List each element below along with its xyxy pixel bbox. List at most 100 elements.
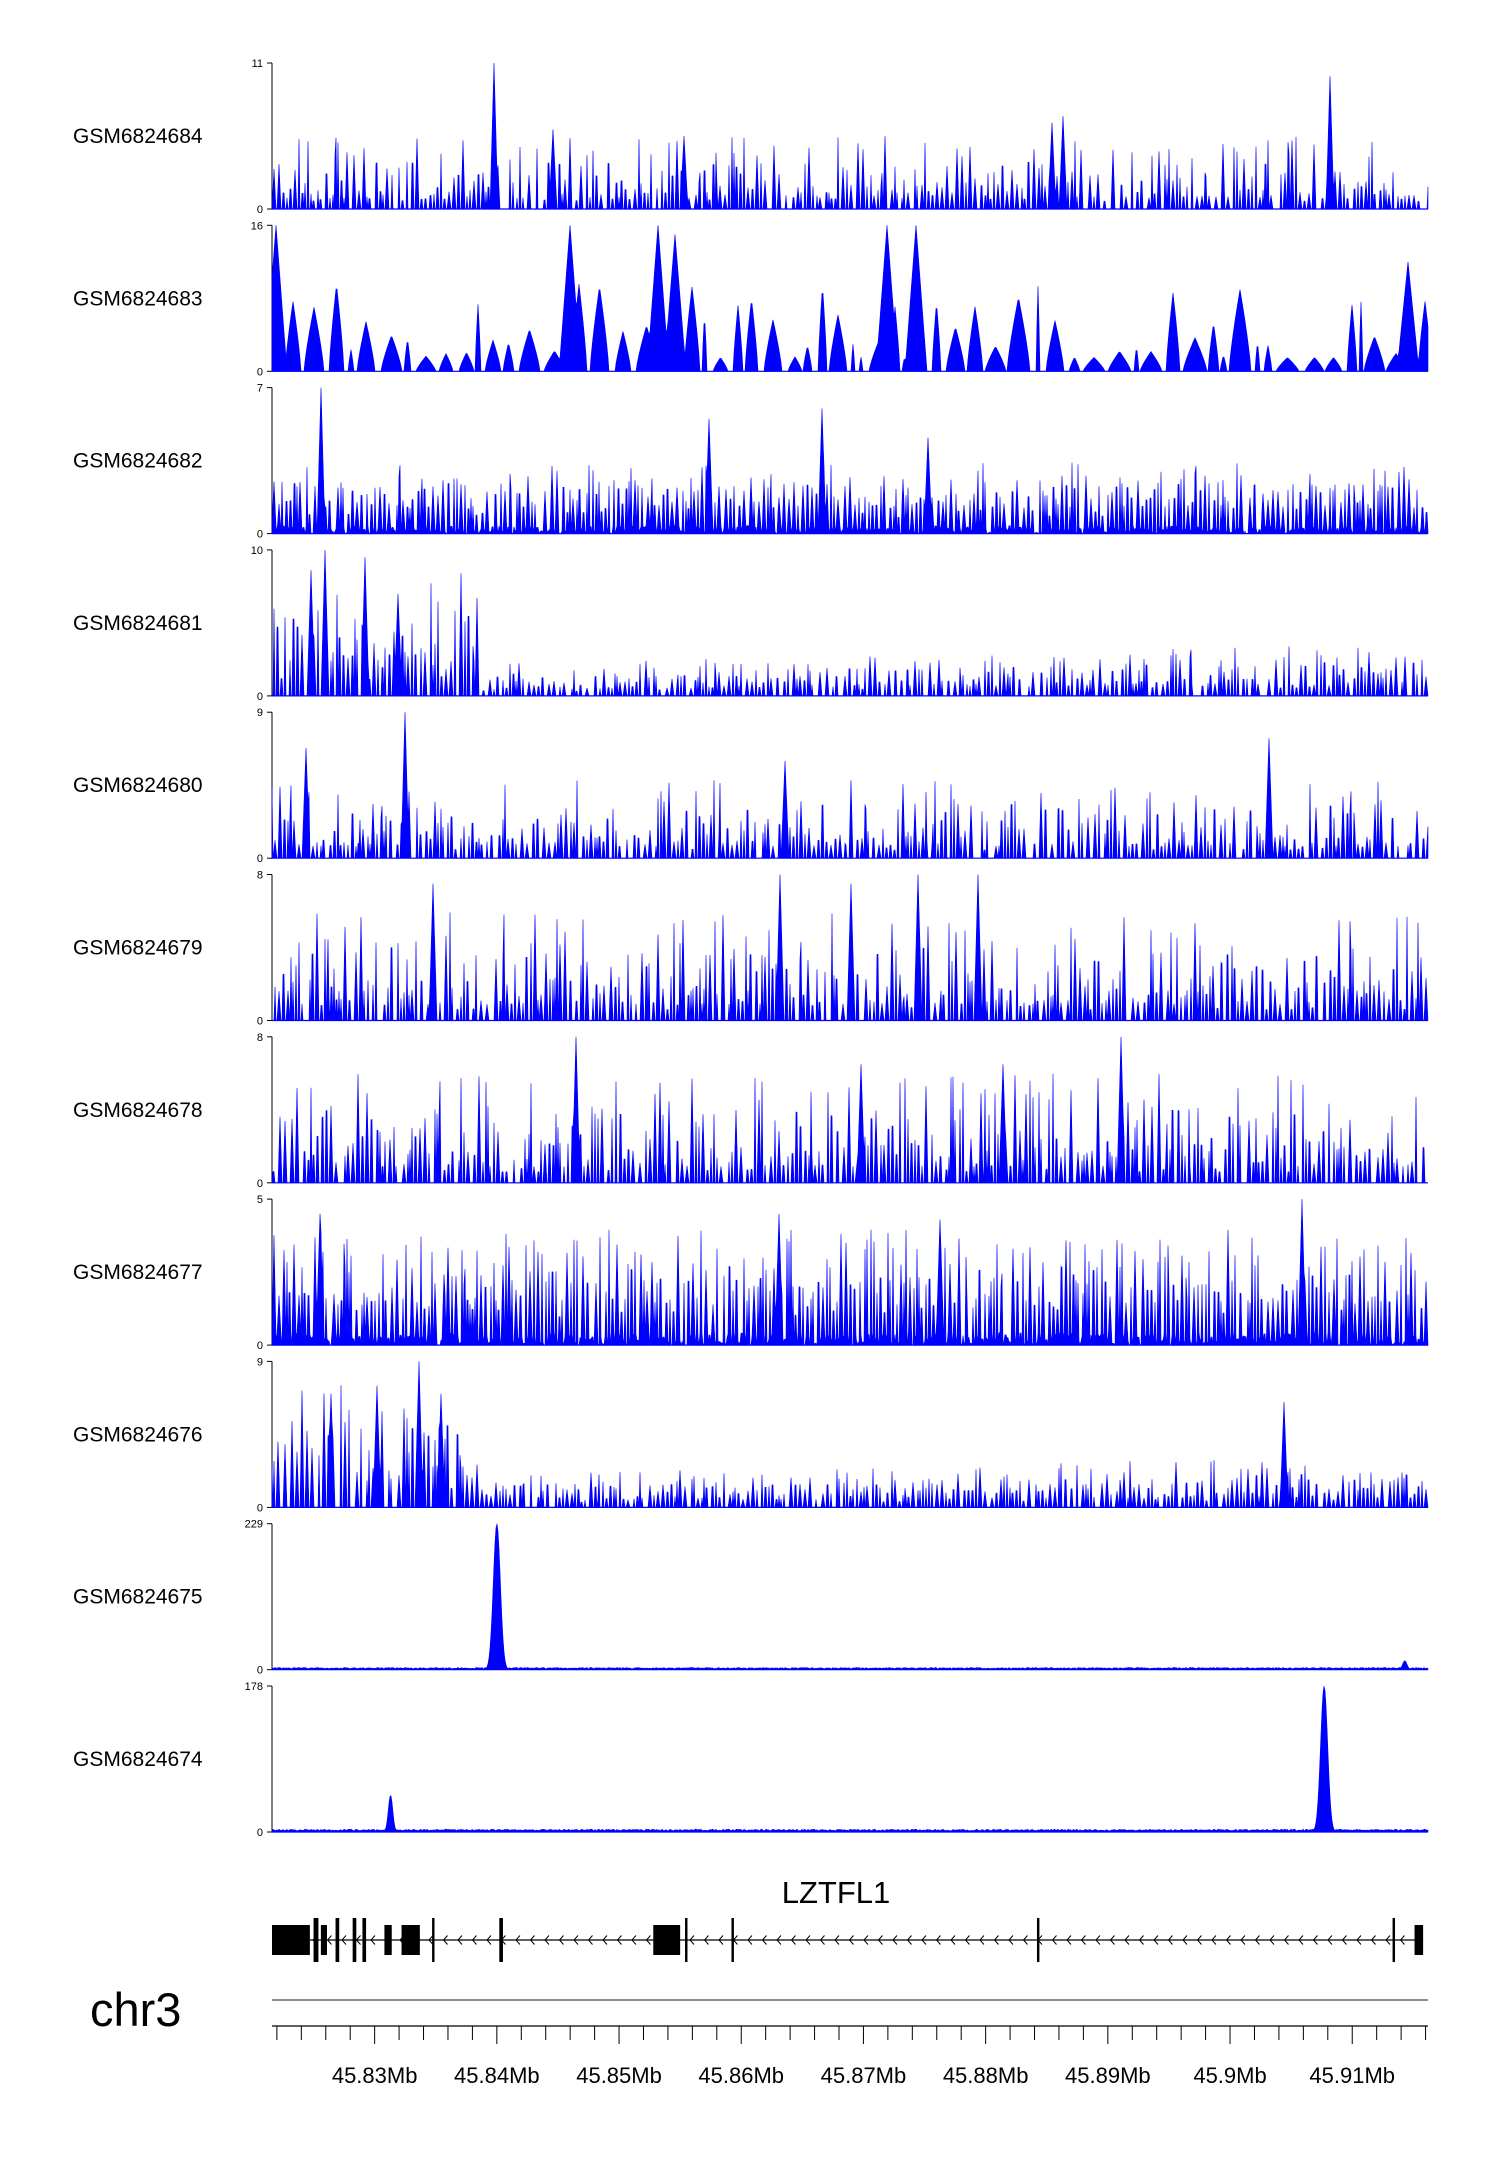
coverage-area [271,1686,1429,1833]
strand-arrow-icon [616,1935,622,1945]
coverage-area [271,712,1429,859]
track-label: GSM6824681 [73,612,203,635]
track-label: GSM6824675 [73,1586,203,1609]
exon-block [499,1918,503,1962]
y-tick-label-max: 8 [257,870,263,882]
track-GSM6824680: GSM6824680 9 0 [73,707,1429,865]
strand-arrow-icon [1225,1935,1231,1945]
strand-arrow-icon [921,1935,927,1945]
exon-block [362,1918,367,1962]
strand-arrow-icon [1066,1935,1072,1945]
strand-arrow-icon [602,1935,608,1945]
y-tick-label-min: 0 [257,1016,263,1028]
strand-arrow-icon [471,1935,477,1945]
coverage-area [272,874,1429,1021]
strand-arrow-icon [1298,1935,1304,1945]
coverage-area [271,1036,1428,1184]
y-tick-label-min: 0 [257,529,263,541]
gene-annotation-track: LZTFL1 [272,1875,1424,1962]
strand-arrow-icon [486,1935,492,1945]
strand-arrow-icon [892,1935,898,1945]
strand-arrow-icon [703,1935,709,1945]
axis-tick-label: 45.83Mb [332,2063,418,2088]
strand-arrow-icon [573,1935,579,1945]
track-label: GSM6824676 [73,1423,203,1446]
exon-block [731,1918,734,1962]
track-label: GSM6824677 [73,1261,203,1284]
strand-arrow-icon [1022,1935,1028,1945]
strand-arrow-icon [863,1935,869,1945]
strand-arrow-icon [1283,1935,1289,1945]
strand-arrow-icon [341,1935,347,1945]
strand-arrow-icon [848,1935,854,1945]
strand-arrow-icon [906,1935,912,1945]
y-tick-label-max: 11 [252,58,263,70]
track-GSM6824682: GSM6824682 7 0 [73,383,1429,541]
strand-arrow-icon [819,1935,825,1945]
y-tick-label-max: 9 [257,1356,263,1368]
y-tick-label-min: 0 [257,1665,263,1677]
coverage-area [271,225,1429,372]
strand-arrow-icon [1080,1935,1086,1945]
y-tick-label-min: 0 [257,1340,263,1352]
axis-tick-label: 45.9Mb [1193,2063,1266,2088]
axis-tick-label: 45.84Mb [454,2063,540,2088]
strand-arrow-icon [457,1935,463,1945]
strand-arrow-icon [1254,1935,1260,1945]
strand-arrow-icon [950,1935,956,1945]
y-tick-label-max: 16 [251,220,263,232]
y-tick-label-min: 0 [257,1178,263,1190]
exon-block [272,1925,310,1955]
strand-arrow-icon [805,1935,811,1945]
coverage-area [271,1199,1429,1347]
y-tick-label-max: 178 [245,1681,263,1693]
strand-arrow-icon [428,1935,434,1945]
strand-arrow-icon [1182,1935,1188,1945]
strand-arrow-icon [1051,1935,1057,1945]
strand-arrow-icon [1109,1935,1115,1945]
strand-arrow-icon [761,1935,767,1945]
coverage-area [271,1523,1429,1670]
axis-tick-label: 45.86Mb [698,2063,784,2088]
strand-arrow-icon [834,1935,840,1945]
strand-arrow-icon [1196,1935,1202,1945]
coverage-area [272,549,1429,697]
exon-block [1392,1918,1396,1962]
strand-arrow-icon [1399,1935,1405,1945]
y-tick-label-min: 0 [257,853,263,865]
strand-arrow-icon [1008,1935,1014,1945]
strand-arrow-icon [1153,1935,1159,1945]
strand-arrow-icon [1370,1935,1376,1945]
y-tick-label-max: 8 [257,1032,263,1044]
gene-name-label: LZTFL1 [782,1875,891,1910]
y-tick-label-min: 0 [257,691,263,703]
track-GSM6824684: GSM6824684 11 0 [73,58,1429,216]
strand-arrow-icon [355,1935,361,1945]
track-label: GSM6824683 [73,287,203,310]
strand-arrow-icon [587,1935,593,1945]
strand-arrow-icon [1341,1935,1347,1945]
track-label: GSM6824674 [73,1748,203,1771]
exon-block [384,1925,392,1955]
axis-tick-label: 45.88Mb [943,2063,1029,2088]
track-GSM6824674: GSM6824674 178 0 [73,1681,1429,1839]
strand-arrow-icon [1167,1935,1173,1945]
track-GSM6824675: GSM6824675 229 0 [73,1519,1429,1677]
y-tick-label-min: 0 [257,1502,263,1514]
y-tick-label-min: 0 [257,366,263,378]
strand-arrow-icon [1385,1935,1391,1945]
exon-block [401,1925,420,1955]
strand-arrow-icon [326,1935,332,1945]
strand-arrow-icon [1095,1935,1101,1945]
coverage-area [271,387,1429,535]
strand-arrow-icon [1211,1935,1217,1945]
strand-arrow-icon [718,1935,724,1945]
exon-block [432,1918,435,1962]
strand-arrow-icon [747,1935,753,1945]
track-label: GSM6824680 [73,774,203,797]
track-GSM6824677: GSM6824677 5 0 [73,1194,1429,1352]
exon-block [685,1918,688,1962]
strand-arrow-icon [1240,1935,1246,1945]
exon-block [1414,1925,1424,1955]
exon-block [1036,1918,1040,1962]
